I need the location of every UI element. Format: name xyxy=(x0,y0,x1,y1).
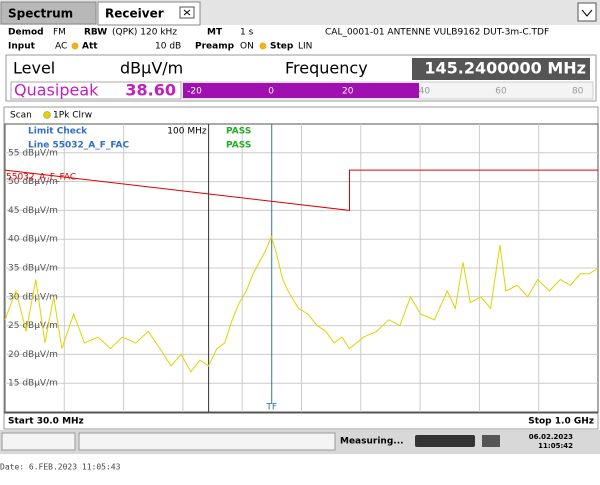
y-tick-label: 15 dBµV/m xyxy=(8,379,58,389)
tab-label[interactable]: Receiver xyxy=(105,7,164,21)
setting-value: (QPK) 120 kHz xyxy=(112,28,177,38)
frequency-box xyxy=(412,58,590,80)
y-tick-label: 25 dBµV/m xyxy=(8,321,58,331)
setting-value: AC xyxy=(55,42,67,52)
status-field xyxy=(1,432,76,451)
setting-label: Step xyxy=(270,42,294,52)
level-value: 38.60 xyxy=(125,81,176,100)
bar-tick-label: 20 xyxy=(342,87,354,97)
status-icon xyxy=(482,435,500,447)
start-label: Start 30.0 MHz xyxy=(8,417,84,427)
indicator xyxy=(259,42,267,50)
bar-tick-label: 80 xyxy=(572,87,584,97)
setting-value: FM xyxy=(53,28,66,38)
legend-label: 1Pk Clrw xyxy=(53,111,92,121)
setting-label: Preamp xyxy=(195,42,235,52)
detector: Quasipeak xyxy=(14,81,99,100)
level-unit: dBµV/m xyxy=(120,59,183,78)
setting-value: LIN xyxy=(298,42,312,52)
limit-line-label: Line 55032_A_F_FAC xyxy=(28,141,129,151)
y-tick-label: 40 dBµV/m xyxy=(8,235,58,245)
footer-date: Date: 6.FEB.2023 11:05:43 xyxy=(0,463,121,472)
limit-result: PASS xyxy=(226,127,251,137)
scan-title: Scan xyxy=(10,111,32,121)
y-tick-label: 45 dBµV/m xyxy=(8,206,58,216)
trace xyxy=(4,234,599,373)
status-date: 06.02.2023 xyxy=(529,433,573,441)
y-tick-label: 50 dBµV/m xyxy=(8,177,58,187)
stop-label: Stop 1.0 GHz xyxy=(528,417,594,427)
y-tick-label: 55 dBµV/m xyxy=(8,148,58,158)
setting-label: Demod xyxy=(8,28,44,38)
menu-icon[interactable] xyxy=(577,2,597,22)
setting-label: RBW xyxy=(84,28,107,38)
bar-tick-label: 0 xyxy=(268,87,274,97)
tab-label[interactable]: Spectrum xyxy=(8,7,73,21)
progress-bar xyxy=(415,435,475,447)
setting-value: 10 dB xyxy=(155,42,181,52)
trace-dot xyxy=(43,111,51,119)
limit-check-title: Limit Check xyxy=(28,127,88,137)
menu-icon-arrow xyxy=(581,9,593,17)
level-title: Level xyxy=(13,59,55,78)
status-message: Measuring... xyxy=(340,437,404,447)
limit-line-name: 55032_A_F_FAC xyxy=(6,173,76,183)
status-time: 11:05:42 xyxy=(538,442,573,450)
setting-label: Input xyxy=(8,42,36,52)
status-field xyxy=(78,432,336,451)
frequency-value: 145.2400000 MHz xyxy=(424,59,586,78)
setting-label: Att xyxy=(82,42,98,52)
setting-value: 1 s xyxy=(240,28,254,38)
tab[interactable] xyxy=(0,1,97,25)
close-icon-x xyxy=(183,9,191,16)
setting-value: ON xyxy=(240,42,254,52)
bar-tick-label: -20 xyxy=(187,87,202,97)
tab[interactable] xyxy=(97,1,201,26)
limit-line xyxy=(4,169,598,211)
frequency-title: Frequency xyxy=(285,59,368,78)
tf-label: TF xyxy=(265,403,277,413)
indicator xyxy=(71,42,79,50)
y-tick-label: 20 dBµV/m xyxy=(8,350,58,360)
bar-tick-label: 40 xyxy=(419,87,431,97)
level-bar xyxy=(183,83,420,98)
frequency-line-label: 100 MHz xyxy=(167,127,207,137)
bar-tick-label: 60 xyxy=(495,87,507,97)
y-tick-label: 35 dBµV/m xyxy=(8,264,58,274)
transducer: CAL_0001-01 ANTENNE VULB9162 DUT-3m-C.TD… xyxy=(325,28,549,38)
setting-label: MT xyxy=(207,28,223,38)
detector-box xyxy=(10,81,182,100)
limit-result: PASS xyxy=(226,141,251,151)
